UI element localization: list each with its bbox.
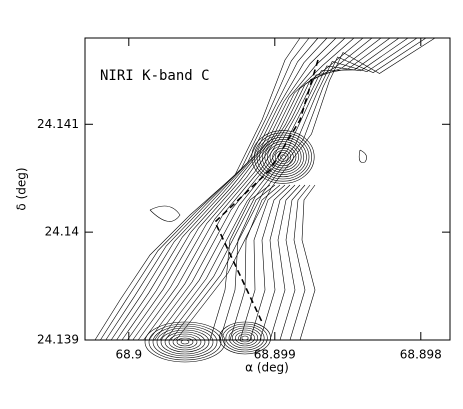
- contour: [229, 184, 281, 341]
- contour: [256, 134, 310, 180]
- contour: [121, 37, 346, 341]
- contour: [222, 323, 268, 353]
- contour: [228, 327, 262, 349]
- chart-title: NIRI K-band C: [100, 68, 210, 84]
- contour: [164, 331, 206, 353]
- contour: [176, 337, 194, 347]
- contour: [358, 149, 367, 163]
- contour: [269, 145, 297, 169]
- contour: [116, 37, 337, 341]
- x-tick-label: 68.899: [254, 348, 296, 362]
- contour: [209, 184, 271, 341]
- contour: [127, 37, 355, 341]
- contour: [280, 154, 286, 160]
- contour: [110, 37, 328, 341]
- contour: [175, 37, 436, 341]
- contour: [168, 333, 202, 351]
- contour: [264, 141, 302, 173]
- contour: [144, 321, 226, 363]
- y-axis-label: δ (deg): [15, 167, 29, 210]
- contour: [180, 339, 190, 345]
- contour: [254, 132, 312, 182]
- contour: [235, 331, 255, 345]
- contour: [148, 323, 222, 361]
- contour: [238, 333, 252, 343]
- contour: [259, 136, 307, 178]
- contour: [100, 37, 310, 341]
- contour: [137, 37, 373, 341]
- contour: [231, 329, 259, 347]
- contour: [279, 184, 306, 341]
- contour: [299, 184, 316, 341]
- contour: [152, 325, 218, 359]
- contour: [251, 130, 315, 184]
- contour: [149, 205, 181, 222]
- contour: [274, 150, 292, 164]
- contour: [164, 37, 418, 341]
- contours: [94, 37, 436, 363]
- contour: [261, 139, 305, 175]
- contour: [249, 184, 291, 341]
- contour: [239, 184, 286, 341]
- x-tick-label: 68.9: [115, 348, 142, 362]
- contour: [259, 184, 296, 341]
- contour: [159, 37, 409, 341]
- contour: [105, 37, 319, 341]
- contour: [289, 184, 311, 341]
- x-tick-label: 68.898: [400, 348, 442, 362]
- contour: [156, 327, 214, 357]
- y-tick-label: 24.14: [45, 225, 79, 239]
- contour: [94, 37, 301, 341]
- contour: [241, 335, 249, 341]
- contour: [160, 329, 210, 355]
- contour: [154, 37, 400, 341]
- y-tick-label: 24.139: [37, 333, 79, 347]
- contour: [225, 325, 265, 351]
- contour: [269, 184, 301, 341]
- contour: [172, 335, 198, 349]
- contour: [219, 184, 276, 341]
- contour: [267, 143, 299, 171]
- y-tick-label: 24.141: [37, 117, 79, 131]
- contour: [132, 37, 364, 341]
- dashed-path: [214, 59, 319, 323]
- x-axis-label: α (deg): [245, 361, 289, 375]
- contour: [219, 321, 271, 355]
